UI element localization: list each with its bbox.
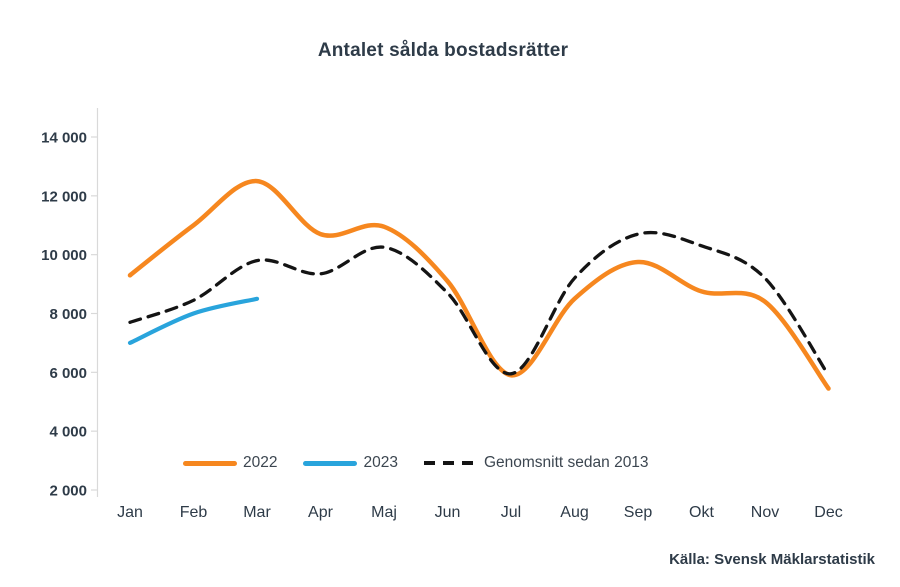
legend-label-average: Genomsnitt sedan 2013 bbox=[483, 454, 649, 471]
chart-legend: 2022 2023 Genomsnitt sedan 2013 bbox=[183, 452, 675, 474]
x-axis-label-apr: Apr bbox=[308, 504, 334, 521]
y-axis-label: 6 000 bbox=[49, 365, 87, 382]
series-line-genomsnitt-sedan-2013 bbox=[128, 230, 831, 377]
x-axis-label-dec: Dec bbox=[814, 504, 842, 521]
y-axis-label: 2 000 bbox=[49, 483, 87, 500]
x-axis-label-mar: Mar bbox=[243, 504, 271, 521]
legend-label-2022: 2022 bbox=[243, 454, 278, 471]
legend-item-average: Genomsnitt sedan 2013 bbox=[423, 454, 649, 472]
y-axis-label: 4 000 bbox=[49, 424, 87, 441]
legend-label-2023: 2023 bbox=[363, 454, 398, 471]
legend-item-2023: 2023 bbox=[303, 454, 398, 472]
x-axis-label-jun: Jun bbox=[435, 504, 461, 521]
legend-swatch-2022-icon bbox=[183, 460, 237, 466]
legend-item-2022: 2022 bbox=[183, 454, 277, 472]
x-axis-label-jul: Jul bbox=[501, 504, 521, 521]
x-axis-label-sep: Sep bbox=[624, 504, 653, 521]
series-line-2022 bbox=[127, 178, 831, 391]
x-axis-label-feb: Feb bbox=[180, 504, 208, 521]
x-axis-label-okt: Okt bbox=[689, 504, 714, 521]
x-axis-label-aug: Aug bbox=[560, 504, 588, 521]
source-caption: Källa: Svensk Mäklarstatistik bbox=[669, 551, 875, 568]
series-line-2023 bbox=[127, 296, 260, 345]
x-axis-label-nov: Nov bbox=[751, 504, 779, 521]
legend-swatch-2023-icon bbox=[303, 460, 358, 466]
legend-swatch-average-icon bbox=[423, 461, 478, 465]
y-axis-label: 12 000 bbox=[41, 188, 87, 205]
y-axis-label: 8 000 bbox=[49, 306, 87, 323]
x-axis-label-jan: Jan bbox=[117, 504, 143, 521]
chart-title: Antalet sålda bostadsrätter bbox=[317, 40, 569, 61]
y-axis-label: 10 000 bbox=[41, 247, 87, 264]
x-axis-label-maj: Maj bbox=[371, 504, 397, 521]
y-axis-label: 14 000 bbox=[41, 130, 87, 147]
